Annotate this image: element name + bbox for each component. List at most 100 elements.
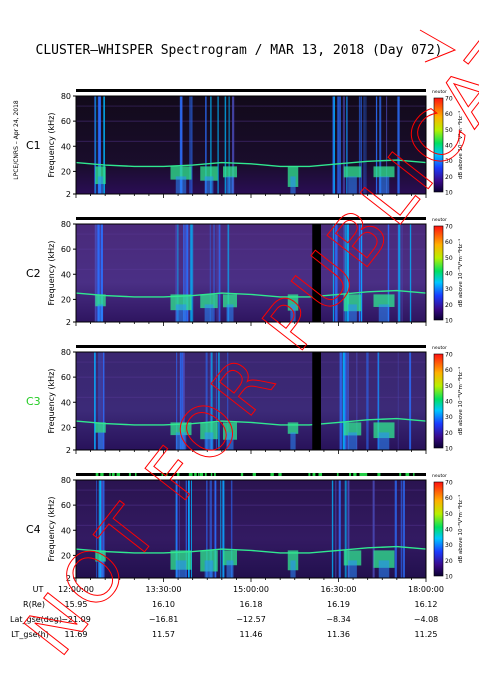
broadband-burst: [218, 224, 221, 322]
spectrogram-background: [76, 96, 426, 194]
broadband-burst: [344, 224, 347, 322]
low-frequency-emission: [290, 304, 296, 322]
tracking-gap: [359, 473, 364, 476]
low-frequency-emission: [226, 304, 234, 322]
broadband-burst: [222, 480, 225, 578]
y-tick-label: 2: [66, 190, 71, 199]
broadband-burst: [191, 96, 193, 194]
footer-value: 16.10: [152, 600, 175, 609]
broadband-burst: [103, 352, 105, 450]
plasma-line: [75, 545, 427, 554]
broadband-burst: [365, 96, 367, 194]
footer-value: 13:30:00: [146, 585, 182, 594]
low-frequency-emission: [348, 560, 357, 578]
broadband-burst: [96, 480, 98, 578]
broadband-burst: [227, 352, 229, 450]
broadband-burst: [102, 480, 105, 578]
tracking-gap: [252, 473, 256, 476]
broadband-burst: [372, 480, 375, 578]
broadband-burst: [394, 480, 397, 578]
broadband-burst: [401, 224, 403, 322]
spacecraft-label: C1: [26, 139, 41, 152]
colorbar-tick-label: 30: [445, 286, 453, 293]
y-tick-label: 60: [61, 501, 71, 510]
broadband-burst: [336, 224, 338, 322]
broadband-burst: [342, 96, 346, 194]
broadband-burst: [397, 352, 399, 450]
broadband-burst: [332, 96, 335, 194]
broadband-burst: [94, 352, 96, 450]
broadband-burst: [209, 224, 211, 322]
wave-emission: [287, 550, 299, 571]
low-frequency-emission: [348, 304, 357, 322]
figure-title: CLUSTER–WHISPER Spectrogram / MAR 13, 20…: [36, 43, 443, 58]
colorbar-tick-label: 20: [445, 174, 453, 181]
wave-emission: [170, 422, 192, 436]
tracking-gap: [312, 473, 315, 476]
y-tick-label: 80: [61, 92, 71, 101]
broadband-burst: [178, 480, 180, 578]
broadband-burst: [185, 224, 188, 322]
broadband-burst: [183, 352, 185, 450]
colorbar-tick-label: 50: [445, 127, 453, 134]
spectrogram-background: [76, 480, 426, 578]
broadband-burst: [98, 96, 102, 194]
tracking-gap: [318, 473, 323, 476]
footer-value: 11.36: [327, 630, 350, 639]
footer-value: 16.18: [240, 600, 263, 609]
broadband-burst: [375, 96, 378, 194]
low-frequency-emission: [378, 304, 390, 322]
broadband-burst: [332, 224, 335, 322]
y-tick-label: 2: [66, 574, 71, 583]
low-frequency-emission: [226, 176, 234, 194]
tracking-gap: [111, 473, 115, 476]
broadband-burst: [216, 224, 218, 322]
broadband-burst: [189, 224, 193, 322]
y-tick-label: 60: [61, 373, 71, 382]
tracking-gap: [204, 473, 207, 476]
broadband-burst: [400, 480, 403, 578]
y-tick-label: 20: [61, 295, 71, 304]
tracking-gap: [95, 473, 99, 476]
wave-emission: [95, 422, 106, 433]
y-tick-label: 40: [61, 526, 71, 535]
tracking-gap: [363, 473, 368, 476]
broadband-burst: [409, 224, 412, 322]
broadband-burst: [103, 96, 105, 194]
broadband-burst: [397, 96, 400, 194]
tracking-gap: [117, 473, 121, 476]
y-tick-label: 20: [61, 423, 71, 432]
data-gap: [312, 224, 321, 322]
broadband-burst: [98, 352, 100, 450]
tracking-gap: [278, 473, 282, 476]
colorbar-title: dB above 10⁻⁸V²m⁻²Hz⁻¹: [457, 239, 464, 307]
broadband-burst: [100, 224, 103, 322]
tracking-gap: [194, 473, 197, 476]
tracking-gap: [198, 473, 200, 476]
y-tick-label: 20: [61, 551, 71, 560]
broadband-burst: [98, 480, 102, 578]
tracking-bar: [76, 217, 426, 220]
footer-value: 15.95: [65, 600, 88, 609]
colorbar-tick-label: 70: [445, 224, 453, 231]
broadband-burst: [176, 480, 178, 578]
footer-value: −4.08: [414, 615, 439, 624]
broadband-burst: [228, 96, 230, 194]
colorbar-tick-label: 40: [445, 527, 453, 534]
colorbar-tick-label: 20: [445, 558, 453, 565]
broadband-burst: [358, 96, 361, 194]
broadband-burst: [346, 224, 349, 322]
colorbar-tick-label: 50: [445, 255, 453, 262]
tracking-gap: [166, 473, 168, 476]
tracking-gap: [413, 473, 415, 476]
colorbar-tick-label: 20: [445, 302, 453, 309]
tracking-gap: [109, 473, 111, 476]
footer-value: 11.57: [152, 630, 175, 639]
broadband-burst: [205, 96, 207, 194]
colorbar-tick-label: 70: [445, 480, 453, 487]
orbit-footer: UT 12:00:00 13:30:00 15:00:00 16:30:00 18:00:…: [10, 585, 444, 639]
broadband-burst: [337, 96, 340, 194]
broadband-burst: [215, 352, 217, 450]
colorbar: [433, 353, 444, 449]
low-frequency-emission: [175, 432, 187, 450]
